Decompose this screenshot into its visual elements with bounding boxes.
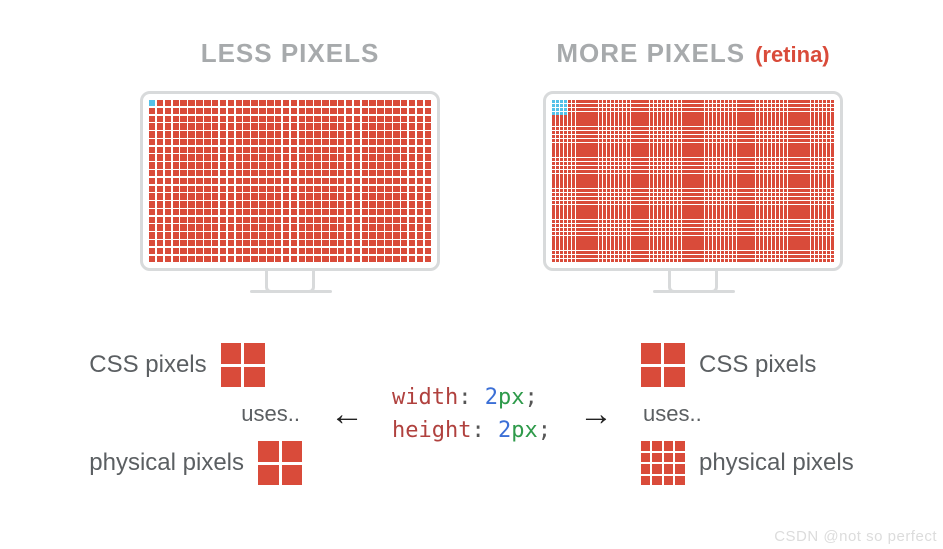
left-column: LESS PIXELS <box>140 38 440 293</box>
left-css-pixels-icon <box>221 343 265 387</box>
arrow-right-icon: → <box>579 397 613 431</box>
left-physical-label: physical pixels <box>89 449 244 477</box>
right-monitor <box>543 91 843 293</box>
right-pixel-grid <box>552 100 834 262</box>
left-pixel-grid <box>149 100 431 262</box>
left-physical-pixels-icon <box>258 441 302 485</box>
right-uses-label: uses.. <box>643 401 702 427</box>
right-css-pixels-icon <box>641 343 685 387</box>
left-explain-block: CSS pixels uses.. physical pixels <box>89 343 302 485</box>
left-css-label: CSS pixels <box>89 351 206 379</box>
code-block: width: 2px;height: 2px; <box>392 381 551 447</box>
watermark: CSDN @not so perfect <box>774 528 937 545</box>
right-physical-pixels-icon <box>641 441 685 485</box>
right-column: MORE PIXELS (retina) <box>543 38 843 293</box>
right-physical-label: physical pixels <box>699 449 854 477</box>
left-monitor <box>140 91 440 293</box>
right-explain-block: CSS pixels uses.. physical pixels <box>641 343 854 485</box>
left-uses-label: uses.. <box>241 401 300 427</box>
left-heading: LESS PIXELS <box>201 38 380 69</box>
right-heading: MORE PIXELS <box>556 38 745 69</box>
arrow-left-icon: ← <box>330 397 364 431</box>
retina-label: (retina) <box>755 42 830 68</box>
right-css-label: CSS pixels <box>699 351 816 379</box>
